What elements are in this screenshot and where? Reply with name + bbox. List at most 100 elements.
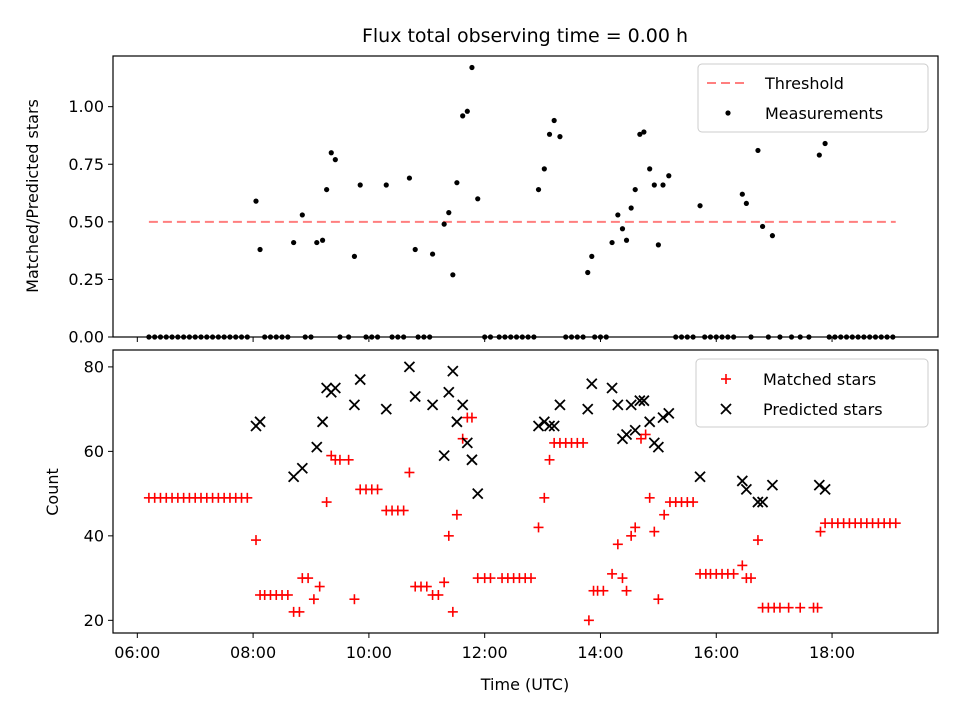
matched-star-point <box>626 530 637 541</box>
matched-star-point <box>308 594 319 605</box>
measurement-point <box>666 173 672 179</box>
x-tick-label: 16:00 <box>693 643 739 662</box>
matched-star-point <box>334 454 345 465</box>
matched-star-point <box>728 568 739 579</box>
measurement-point <box>314 239 320 246</box>
measurement-point <box>441 221 447 227</box>
predicted-star-point <box>403 361 416 373</box>
measurement-point <box>660 182 666 188</box>
legend-matched-swatch <box>721 374 731 384</box>
bottom-legend: Matched stars Predicted stars <box>695 358 929 428</box>
measurement-point <box>299 212 305 218</box>
matched-star-point <box>578 437 589 448</box>
predicted-star-point <box>620 428 633 441</box>
measurement-point <box>589 253 595 259</box>
predicted-star-point <box>443 386 455 398</box>
matched-star-point <box>636 433 646 444</box>
y-tick-label: 0.50 <box>68 212 104 231</box>
measurement-point <box>406 175 413 181</box>
matched-star-point <box>372 484 383 495</box>
predicted-star-point <box>348 399 361 411</box>
predicted-star-point <box>354 373 366 386</box>
predicted-star-point <box>756 496 769 508</box>
legend-matched-label: Matched stars <box>763 370 876 389</box>
measurement-point <box>475 196 481 202</box>
matched-star-point <box>653 594 664 605</box>
predicted-star-point <box>766 479 779 491</box>
matched-star-point <box>539 492 550 503</box>
predicted-star-point <box>532 420 545 432</box>
measurement-point <box>557 134 563 140</box>
measurement-point <box>541 166 547 172</box>
measurement-point <box>623 237 630 243</box>
measurement-point <box>464 108 470 114</box>
measurement-point <box>615 212 621 218</box>
measurement-point <box>619 226 626 232</box>
y-tick-label: 0.75 <box>68 155 104 174</box>
measurement-point <box>383 182 389 188</box>
y-tick-label: 80 <box>84 357 104 376</box>
top-plot-frame <box>112 55 939 338</box>
top-legend-box <box>697 63 929 133</box>
matched-star-point <box>783 602 794 613</box>
top-panel: 0.00 0.25 0.50 0.75 1.00 Matched/Predicted s… <box>23 55 939 347</box>
predicted-star-point <box>457 399 469 411</box>
matched-star-point <box>774 602 785 613</box>
y-tick-label: 1.00 <box>68 97 104 116</box>
measurement-point <box>816 152 822 158</box>
measurement-point <box>641 129 647 135</box>
bottom-x-ticks: 06:00 08:00 10:00 12:00 14:00 16:00 18:00 <box>114 633 855 662</box>
measurement-point <box>535 186 542 193</box>
measurement-point <box>609 239 615 246</box>
legend-threshold-label: Threshold <box>764 74 844 93</box>
y-tick-label: 40 <box>84 526 104 545</box>
matched-star-point <box>251 535 261 546</box>
matched-star-point <box>398 505 409 516</box>
matched-star-point <box>737 560 748 571</box>
measurement-point <box>253 198 259 204</box>
predicted-star-point <box>634 395 646 407</box>
bottom-y-ticks: 20 40 60 80 <box>84 357 113 630</box>
predicted-star-point <box>409 390 421 403</box>
x-axis-label: Time (UTC) <box>480 675 569 694</box>
predicted-star-point <box>625 399 637 411</box>
predicted-star-point <box>316 416 329 428</box>
predicted-star-point <box>554 399 566 411</box>
measurement-point <box>743 200 749 207</box>
y-tick-label: 0.00 <box>68 328 104 347</box>
matched-star-point <box>439 577 450 588</box>
measurement-point <box>651 182 657 188</box>
measurement-point <box>647 166 653 172</box>
predicted-star-point <box>819 483 831 496</box>
predicted-star-point <box>612 399 624 411</box>
legend-measurements-swatch <box>725 110 731 116</box>
predicted-star-point <box>736 475 748 487</box>
matched-star-point <box>612 539 623 550</box>
y-tick-label: 20 <box>84 611 104 630</box>
matched-star-point <box>795 602 806 613</box>
matched-star-point <box>752 535 763 546</box>
predicted-star-point <box>296 462 308 474</box>
matched-star-point <box>526 573 536 584</box>
matched-star-point <box>294 606 305 617</box>
predicted-star-point <box>311 441 323 453</box>
matched-star-point <box>433 589 444 600</box>
predicted-star-point <box>548 420 560 432</box>
top-y-ticks: 0.00 0.25 0.50 0.75 1.00 <box>68 97 113 347</box>
measurement-point <box>460 113 466 119</box>
measurement-point <box>769 233 776 239</box>
measurement-point <box>632 186 638 193</box>
matched-star-point <box>688 497 699 508</box>
predicted-star-point <box>740 483 753 496</box>
measurement-point <box>759 223 766 230</box>
legend-measurements-label: Measurements <box>765 104 883 123</box>
predicted-star-point <box>254 416 266 428</box>
bottom-legend-box <box>695 358 929 428</box>
y-tick-label: 0.25 <box>68 270 104 289</box>
measurement-point <box>755 147 761 154</box>
matched-star-point <box>343 454 354 465</box>
x-tick-label: 12:00 <box>462 643 508 662</box>
measurement-point <box>739 191 745 197</box>
predicted-star-point <box>451 416 463 428</box>
